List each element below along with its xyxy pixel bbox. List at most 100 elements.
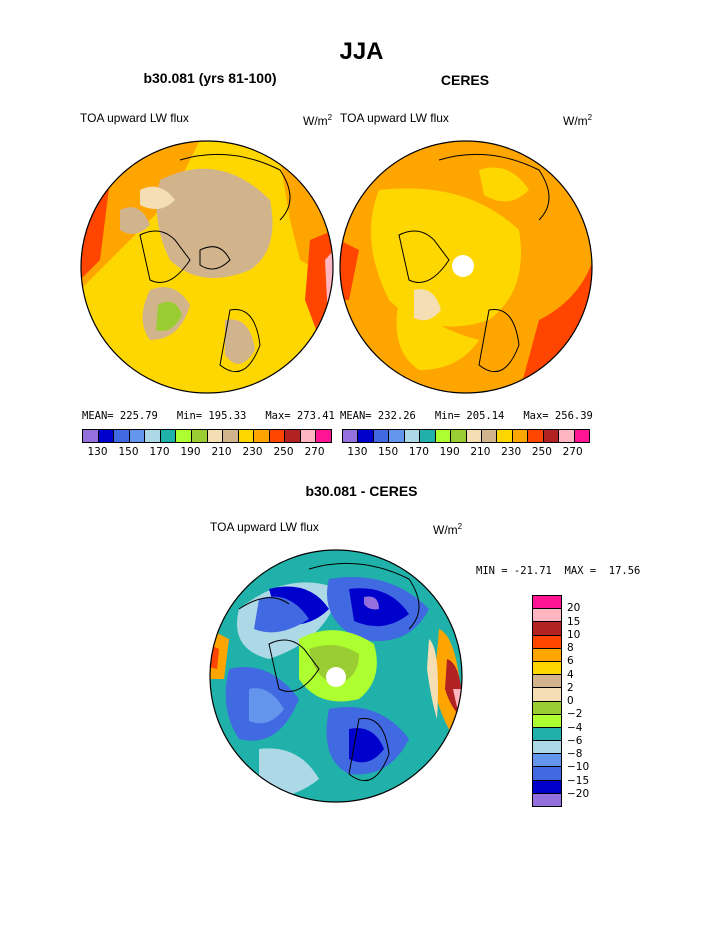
colorbar-cell — [373, 430, 390, 442]
variable-label-diff: TOA upward LW flux — [210, 520, 319, 534]
colorbar-tick-label: 270 — [562, 446, 583, 458]
colorbar-ticks-diff: 20 15 10 8 6 4 2 0 −2 −4 −6 −8 −10 −15 −20 — [567, 595, 607, 801]
colorbar-tick-label: 0 — [567, 695, 574, 707]
colorbar-cell — [129, 430, 146, 442]
colorbar-cell — [316, 430, 331, 442]
variable-label-model: TOA upward LW flux — [80, 111, 189, 125]
colorbar-cell — [533, 793, 561, 806]
colorbar-cell — [497, 430, 513, 442]
colorbar-tick-label: 190 — [439, 446, 460, 458]
colorbar-cell — [160, 430, 177, 442]
map-obs — [339, 140, 593, 394]
colorbar-cell — [254, 430, 270, 442]
colorbar-tick-label: 2 — [567, 681, 574, 694]
colorbar-cell — [528, 430, 544, 442]
colorbar-cell — [533, 648, 561, 662]
colorbar-cell — [191, 430, 208, 442]
colorbar-cell — [176, 430, 192, 442]
colorbar-tick-label: −10 — [567, 761, 590, 774]
variable-label-obs: TOA upward LW flux — [340, 111, 449, 125]
colorbar-cell — [533, 688, 561, 702]
colorbar-tick-label: 10 — [567, 628, 581, 641]
panel-title-obs: CERES — [440, 72, 490, 88]
colorbar-tick-label: 170 — [408, 446, 429, 458]
colorbar-tick-label: 250 — [273, 446, 294, 458]
colorbar-tick-label: 210 — [211, 446, 232, 458]
colorbar-cell — [559, 430, 575, 442]
colorbar-cell — [574, 430, 589, 442]
colorbar-tick-label: 270 — [304, 446, 325, 458]
colorbar-cell — [238, 430, 255, 442]
colorbar-cell — [533, 622, 561, 636]
colorbar-cell — [533, 609, 561, 623]
colorbar-cell — [533, 701, 561, 715]
colorbar-cell — [420, 430, 436, 442]
colorbar-tick-label: 130 — [87, 446, 108, 458]
colorbar-cell — [512, 430, 529, 442]
colorbar-tick-label: 150 — [118, 446, 139, 458]
colorbar-cell — [285, 430, 301, 442]
stats-obs: MEAN= 232.26 Min= 205.14 Max= 256.39 — [340, 410, 593, 422]
map-diff — [209, 549, 463, 803]
colorbar-cell — [435, 430, 452, 442]
colorbar-tick-label: −20 — [567, 787, 590, 800]
colorbar-cell — [533, 675, 561, 689]
colorbar-ticks-model: 130 150 170 190 210 230 250 270 — [82, 446, 330, 460]
colorbar-cell — [533, 741, 561, 755]
colorbar-cell — [533, 714, 561, 728]
colorbar-cell — [481, 430, 498, 442]
colorbar-cell — [207, 430, 224, 442]
colorbar-tick-label: 6 — [567, 655, 574, 668]
colorbar-tick-label: 210 — [470, 446, 491, 458]
colorbar-cell — [343, 430, 359, 442]
colorbar-cell — [114, 430, 130, 442]
colorbar-cell — [300, 430, 317, 442]
colorbar-cell — [533, 596, 561, 610]
colorbar-cell — [466, 430, 482, 442]
colorbar-cell — [269, 430, 286, 442]
colorbar-tick-label: −2 — [567, 708, 583, 721]
colorbar-tick-label: 130 — [347, 446, 368, 458]
colorbar-tick-label: 230 — [242, 446, 263, 458]
colorbar-tick-label: 15 — [567, 615, 581, 628]
panel-title-diff: b30.081 - CERES — [305, 483, 418, 499]
colorbar-tick-label: 4 — [567, 668, 574, 681]
units-label-model: W/m2 — [303, 113, 333, 128]
colorbar-ticks-obs: 130 150 170 190 210 230 250 270 — [342, 446, 588, 460]
colorbar-cell — [98, 430, 115, 442]
colorbar-cell — [533, 754, 561, 768]
colorbar-tick-label: 230 — [501, 446, 522, 458]
panel-title-model: b30.081 (yrs 81-100) — [143, 70, 277, 86]
colorbar-tick-label: 20 — [567, 602, 581, 615]
colorbar-cell — [533, 635, 561, 649]
colorbar-diff — [532, 595, 562, 807]
colorbar-tick-label: 170 — [149, 446, 170, 458]
colorbar-cell — [83, 430, 99, 442]
colorbar-cell — [404, 430, 421, 442]
colorbar-cell — [533, 780, 561, 794]
colorbar-model — [82, 429, 332, 443]
colorbar-tick-label: 250 — [531, 446, 552, 458]
colorbar-cell — [145, 430, 161, 442]
colorbar-cell — [389, 430, 405, 442]
colorbar-obs — [342, 429, 590, 443]
colorbar-tick-label: −4 — [567, 721, 583, 734]
units-label-obs: W/m2 — [563, 113, 593, 128]
colorbar-cell — [543, 430, 560, 442]
colorbar-tick-label: 150 — [378, 446, 399, 458]
colorbar-cell — [533, 727, 561, 742]
colorbar-tick-label: −15 — [567, 774, 590, 787]
map-model — [80, 140, 334, 394]
page-title: JJA — [339, 38, 384, 65]
colorbar-tick-label: −6 — [567, 734, 583, 747]
colorbar-tick-label: 8 — [567, 642, 574, 654]
colorbar-tick-label: 190 — [180, 446, 201, 458]
colorbar-cell — [533, 661, 561, 676]
units-label-diff: W/m2 — [433, 522, 463, 537]
colorbar-cell — [223, 430, 239, 442]
colorbar-cell — [451, 430, 467, 442]
colorbar-cell — [358, 430, 374, 442]
stats-model: MEAN= 225.79 Min= 195.33 Max= 273.41 — [82, 410, 335, 422]
stats-diff: MIN = -21.71 MAX = 17.56 — [476, 565, 641, 577]
colorbar-cell — [533, 767, 561, 781]
